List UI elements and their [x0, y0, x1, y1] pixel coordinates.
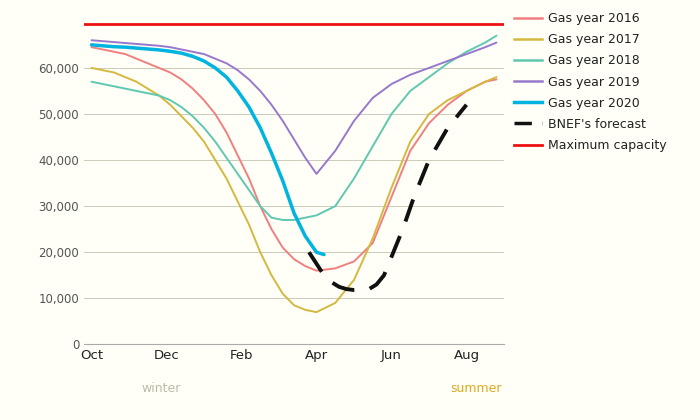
Legend: Gas year 2016, Gas year 2017, Gas year 2018, Gas year 2019, Gas year 2020, BNEF': Gas year 2016, Gas year 2017, Gas year 2…	[514, 12, 667, 152]
Text: winter: winter	[141, 382, 181, 395]
Text: summer: summer	[450, 382, 502, 395]
